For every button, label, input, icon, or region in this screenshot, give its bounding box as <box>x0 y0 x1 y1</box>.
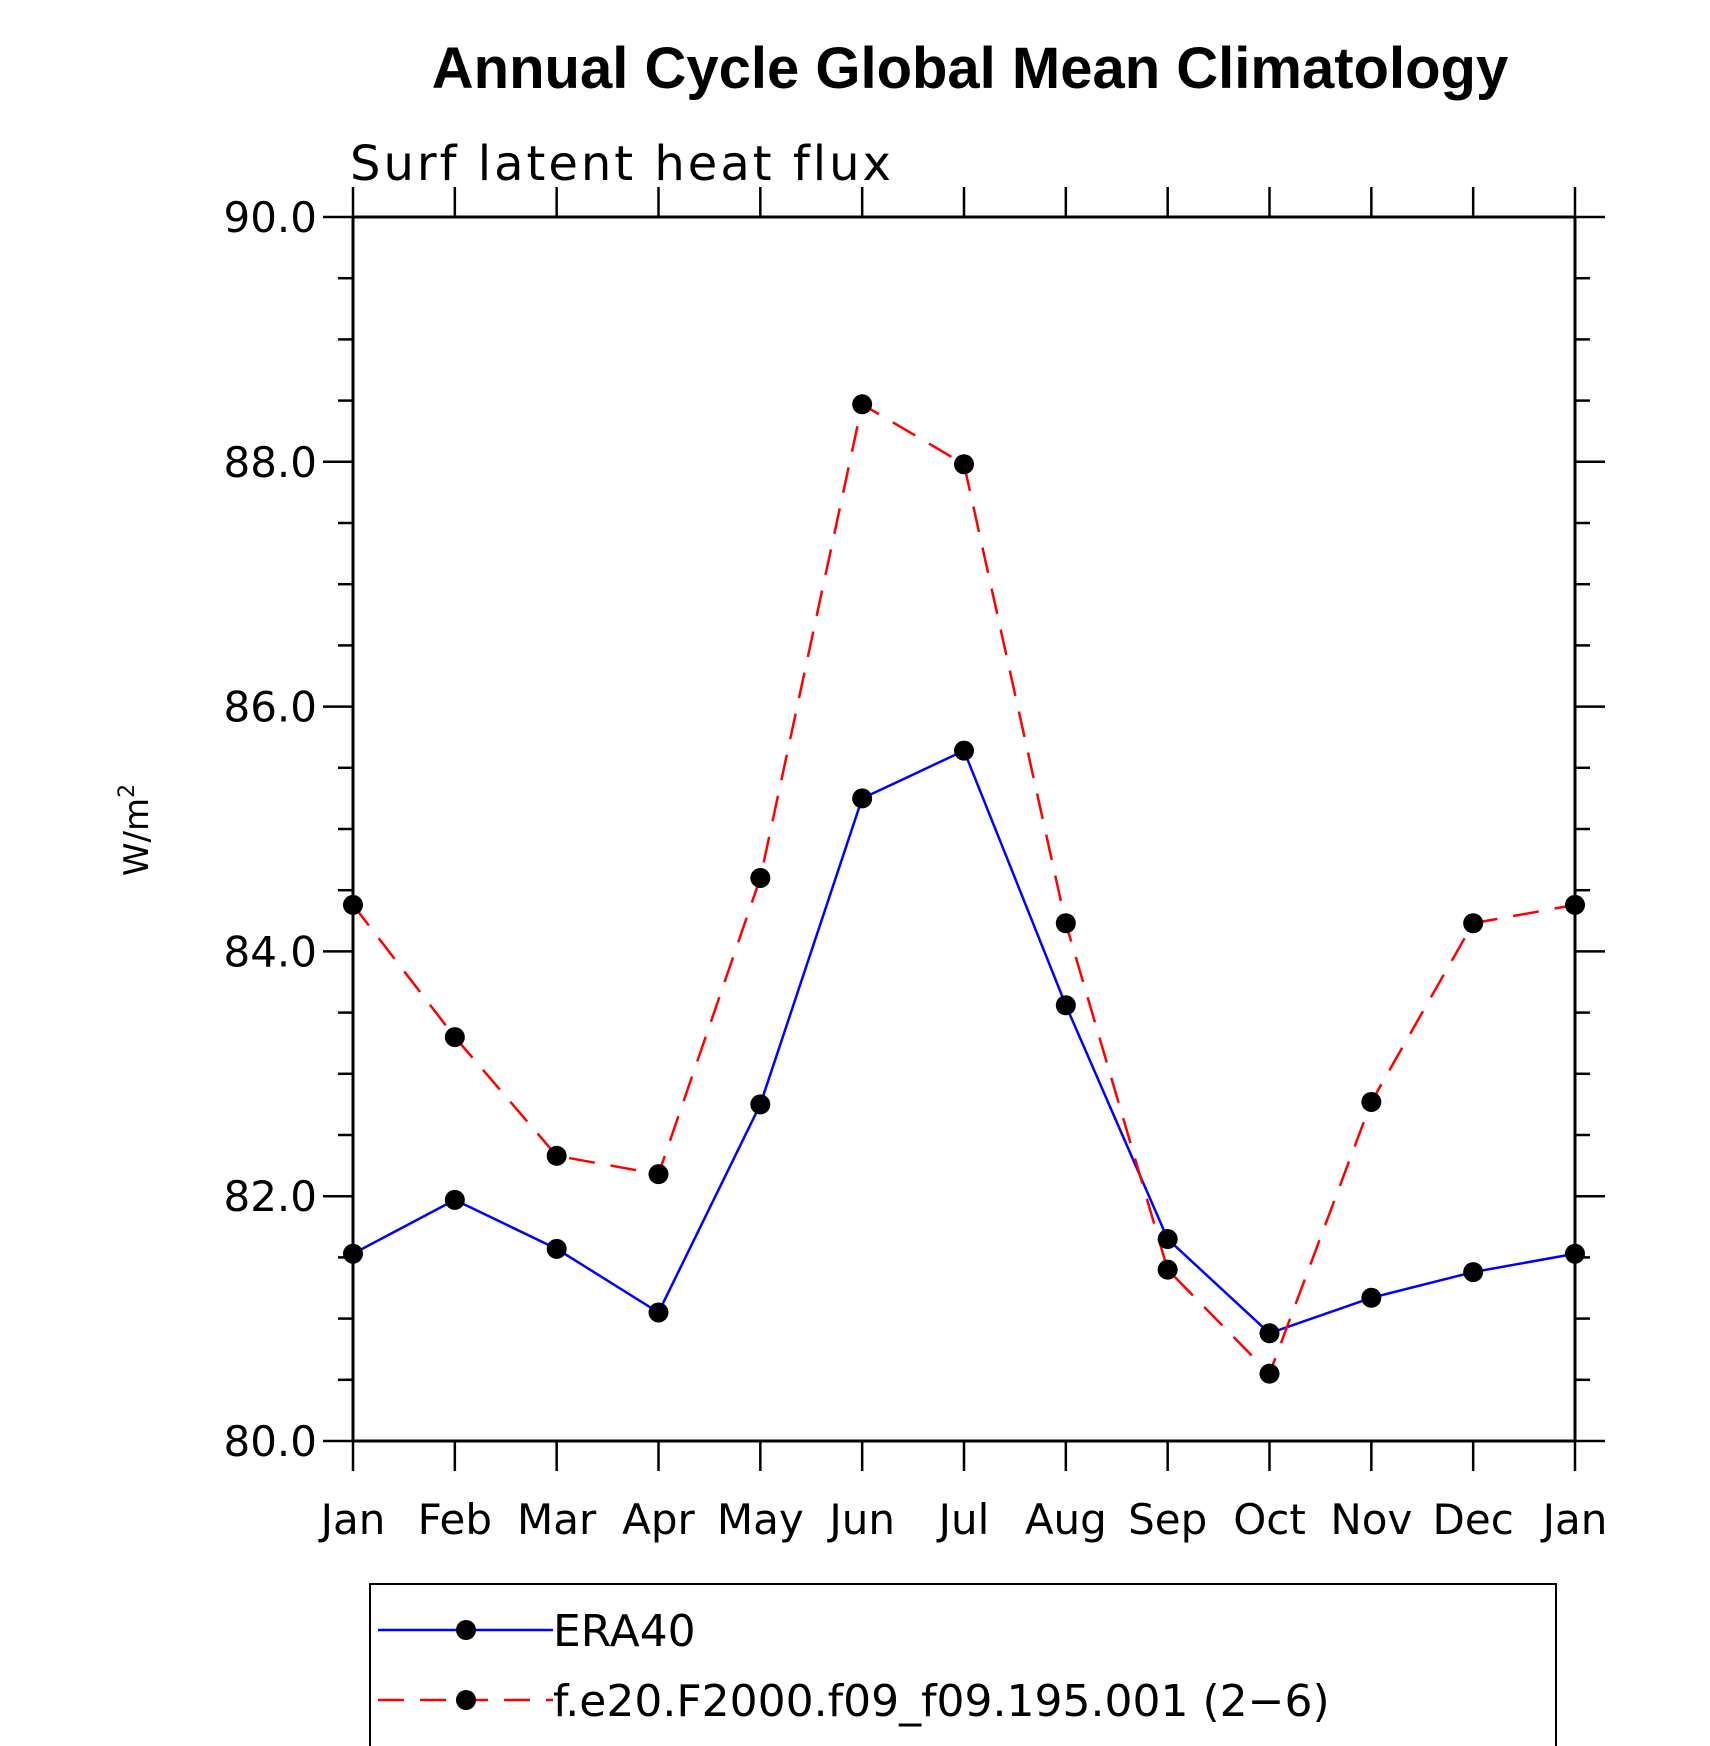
data-point-series-1 <box>954 454 974 475</box>
legend-marker-era40 <box>456 1620 476 1640</box>
y-tick-label: 88.0 <box>223 438 317 487</box>
x-tick-label: Sep <box>1128 1495 1207 1544</box>
x-tick-label: Jan <box>318 1495 386 1544</box>
legend-label-era40: ERA40 <box>553 1606 696 1657</box>
y-axis-label-superscript: 2 <box>115 784 140 798</box>
plot-frame <box>351 215 1577 1443</box>
data-point-series-0 <box>648 1302 669 1323</box>
legend-marker-model <box>456 1690 476 1710</box>
y-tick-label: 82.0 <box>223 1172 317 1221</box>
x-tick-label: Aug <box>1025 1495 1107 1544</box>
x-tick-label: Oct <box>1233 1495 1306 1544</box>
data-point-series-0 <box>954 740 974 761</box>
series-layer <box>343 394 1585 1384</box>
data-point-series-0 <box>750 1094 771 1115</box>
data-point-series-0 <box>852 788 873 809</box>
x-tick-label: Apr <box>622 1495 695 1544</box>
data-point-series-1 <box>546 1145 567 1166</box>
data-point-series-0 <box>444 1189 465 1210</box>
data-point-series-0 <box>1463 1262 1484 1283</box>
x-tick-label: Mar <box>517 1495 597 1544</box>
y-axis-label: W/m2 <box>115 784 157 876</box>
data-point-series-0 <box>1361 1287 1382 1308</box>
legend-box <box>369 1583 1557 1746</box>
data-point-series-0 <box>1157 1229 1178 1250</box>
x-tick-label: Jul <box>936 1495 990 1544</box>
x-tick-label: Nov <box>1330 1495 1412 1544</box>
data-point-series-1 <box>1259 1363 1280 1384</box>
x-tick-label: May <box>717 1495 804 1544</box>
y-tick-label: 80.0 <box>223 1417 317 1466</box>
data-point-series-1 <box>750 867 771 888</box>
x-tick-label: Jan <box>1540 1495 1608 1544</box>
legend-label-model: f.e20.F2000.f09_f09.195.001 (2−6) <box>553 1676 1330 1727</box>
legend: ERA40 f.e20.F2000.f09_f09.195.001 (2−6) <box>369 1583 1557 1746</box>
data-point-series-0 <box>1259 1323 1280 1344</box>
axis-ticks <box>323 187 1605 1471</box>
series-line-0 <box>352 748 1576 1335</box>
x-tick-label: Dec <box>1433 1495 1514 1544</box>
y-tick-label: 90.0 <box>223 193 317 242</box>
series-line-1 <box>352 402 1576 1376</box>
y-tick-label: 86.0 <box>223 683 317 732</box>
y-axis-label-base: W/m <box>117 798 157 876</box>
chart-subtitle: Surf latent heat flux <box>350 136 894 192</box>
data-point-series-1 <box>444 1027 465 1048</box>
data-point-series-1 <box>648 1164 669 1185</box>
data-point-series-1 <box>1361 1091 1382 1112</box>
data-point-series-1 <box>852 394 873 415</box>
x-tick-label: Feb <box>418 1495 492 1544</box>
data-point-series-1 <box>1157 1259 1178 1280</box>
y-tick-label: 84.0 <box>223 927 317 976</box>
data-point-series-1 <box>1463 913 1484 934</box>
x-tick-label: Jun <box>826 1495 895 1544</box>
y-tick-labels: 80.0 82.0 84.0 86.0 88.0 90.0 <box>223 193 317 1466</box>
x-tick-labels: Jan Feb Mar Apr May Jun Jul Aug Sep Oct Nov Dec Jan <box>318 1495 1608 1544</box>
data-point-series-1 <box>1055 913 1076 934</box>
data-point-series-0 <box>546 1238 567 1259</box>
data-point-series-0 <box>1055 995 1076 1016</box>
chart-title: Annual Cycle Global Mean Climatology <box>432 36 1508 101</box>
